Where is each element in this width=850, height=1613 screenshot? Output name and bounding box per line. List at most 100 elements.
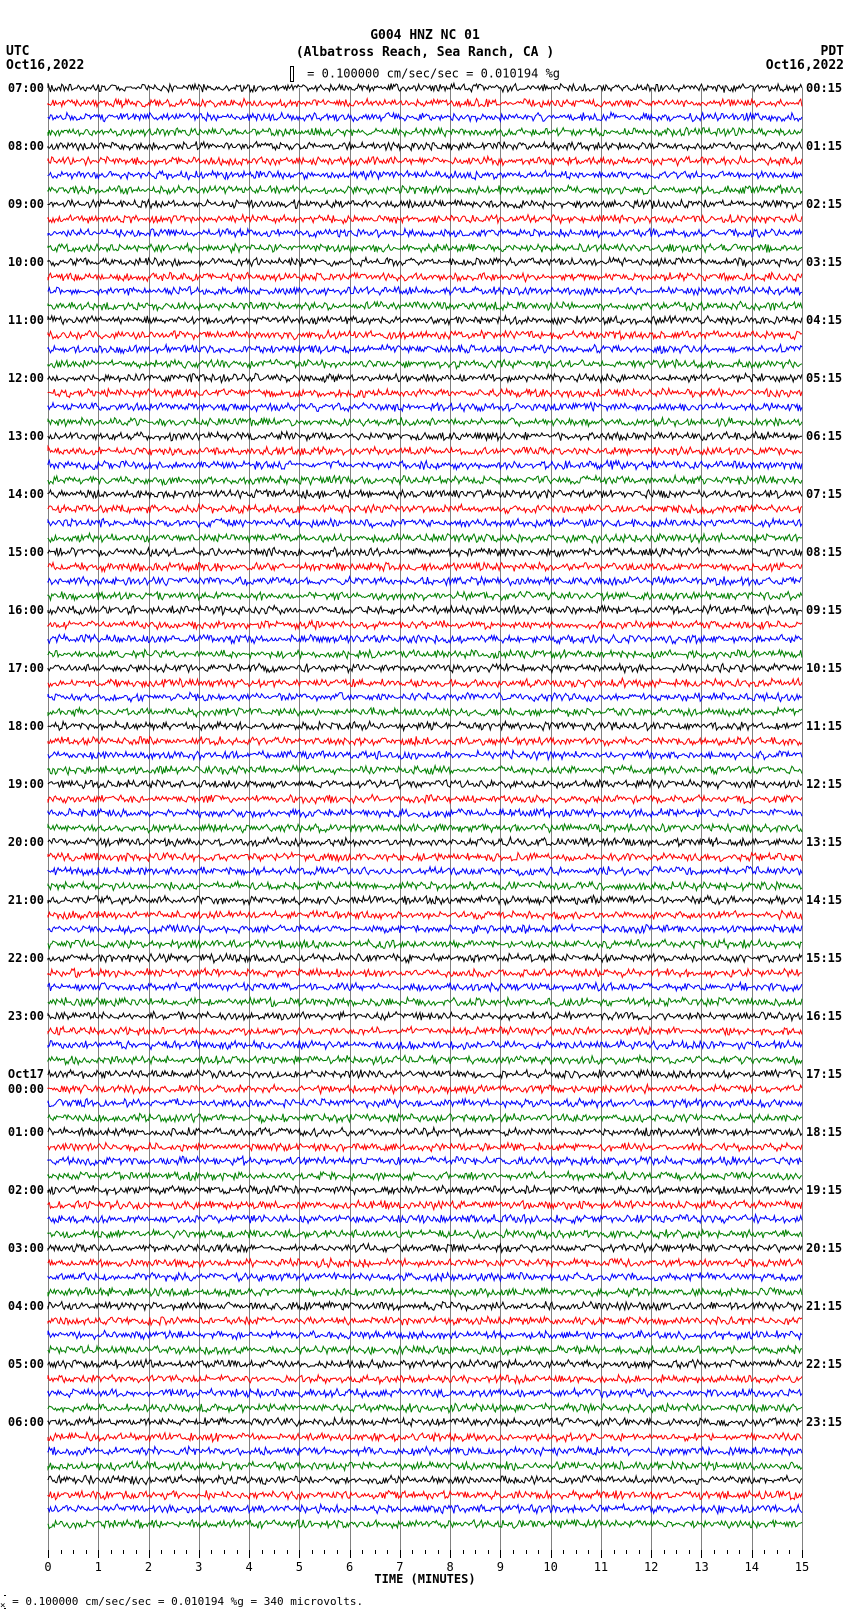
seismic-trace (48, 1067, 802, 1081)
seismic-trace (48, 255, 802, 269)
seismic-trace (48, 415, 802, 429)
seismic-trace (48, 893, 802, 907)
seismic-trace (48, 125, 802, 139)
seismic-trace (48, 1082, 802, 1096)
x-tick-label: 11 (594, 1560, 608, 1574)
date-right-label: Oct16,2022 (766, 58, 844, 73)
seismic-trace (48, 270, 802, 284)
seismic-trace (48, 168, 802, 182)
x-minor-tick (186, 1550, 187, 1554)
x-tick (249, 1550, 250, 1558)
seismic-trace (48, 792, 802, 806)
scale-bar-icon (4, 1595, 6, 1609)
x-tick (551, 1550, 552, 1558)
x-minor-tick (224, 1550, 225, 1554)
time-label-pdt: 20:15 (806, 1241, 846, 1255)
seismic-trace (48, 371, 802, 385)
x-minor-tick (626, 1550, 627, 1554)
seismic-trace (48, 1314, 802, 1328)
helicorder-plot: 07:0000:1508:0001:1509:0002:1510:0003:15… (48, 88, 802, 1550)
x-minor-tick (387, 1550, 388, 1554)
time-label-pdt: 17:15 (806, 1067, 846, 1081)
seismic-trace (48, 705, 802, 719)
x-minor-tick (425, 1550, 426, 1554)
x-minor-tick (123, 1550, 124, 1554)
time-label-pdt: 18:15 (806, 1125, 846, 1139)
seismic-trace (48, 1328, 802, 1342)
timezone-left-label: UTC (6, 44, 29, 59)
seismic-trace (48, 487, 802, 501)
time-label-pdt: 10:15 (806, 661, 846, 675)
seismic-trace (48, 1343, 802, 1357)
x-tick (199, 1550, 200, 1558)
x-minor-tick (412, 1550, 413, 1554)
x-minor-tick (739, 1550, 740, 1554)
x-axis: TIME (MINUTES) 0123456789101112131415 (48, 1550, 802, 1580)
time-label-utc: 19:00 (4, 777, 44, 791)
seismic-trace (48, 980, 802, 994)
x-minor-tick (576, 1550, 577, 1554)
time-label-utc: 13:00 (4, 429, 44, 443)
seismic-trace (48, 676, 802, 690)
seismic-trace (48, 734, 802, 748)
seismic-trace (48, 1125, 802, 1139)
time-label-utc: 08:00 (4, 139, 44, 153)
x-minor-tick (689, 1550, 690, 1554)
seismic-trace (48, 1009, 802, 1023)
seismic-trace (48, 719, 802, 733)
x-tick-label: 7 (396, 1560, 403, 1574)
seismic-trace (48, 386, 802, 400)
time-label-utc: 10:00 (4, 255, 44, 269)
time-label-pdt: 07:15 (806, 487, 846, 501)
x-tick-label: 6 (346, 1560, 353, 1574)
time-label-utc: 16:00 (4, 603, 44, 617)
seismic-trace (48, 502, 802, 516)
x-tick (98, 1550, 99, 1558)
x-tick (48, 1550, 49, 1558)
seismic-trace (48, 1502, 802, 1516)
x-tick-label: 12 (644, 1560, 658, 1574)
seismic-trace (48, 226, 802, 240)
seismic-trace (48, 951, 802, 965)
seismic-trace (48, 241, 802, 255)
seismic-trace (48, 1401, 802, 1415)
x-minor-tick (588, 1550, 589, 1554)
time-label-pdt: 08:15 (806, 545, 846, 559)
time-label-utc: 00:00 (4, 1082, 44, 1096)
time-label-utc: 21:00 (4, 893, 44, 907)
time-label-pdt: 13:15 (806, 835, 846, 849)
seismic-trace (48, 1270, 802, 1284)
x-minor-tick (676, 1550, 677, 1554)
x-minor-tick (211, 1550, 212, 1554)
x-minor-tick (777, 1550, 778, 1554)
x-tick-label: 3 (195, 1560, 202, 1574)
seismic-trace (48, 1154, 802, 1168)
seismic-trace (48, 1444, 802, 1458)
time-label-pdt: 12:15 (806, 777, 846, 791)
x-tick (350, 1550, 351, 1558)
time-label-utc: 06:00 (4, 1415, 44, 1429)
seismic-trace (48, 864, 802, 878)
seismic-trace (48, 400, 802, 414)
x-tick-label: 4 (245, 1560, 252, 1574)
x-minor-tick (538, 1550, 539, 1554)
seismic-trace (48, 574, 802, 588)
seismic-trace (48, 110, 802, 124)
time-label-pdt: 21:15 (806, 1299, 846, 1313)
seismic-trace (48, 908, 802, 922)
seismic-trace (48, 429, 802, 443)
scale-header: = 0.100000 cm/sec/sec = 0.010194 %g (0, 66, 850, 82)
seismic-trace (48, 560, 802, 574)
x-minor-tick (287, 1550, 288, 1554)
x-tick-label: 1 (95, 1560, 102, 1574)
seismic-trace (48, 603, 802, 617)
seismic-trace (48, 995, 802, 1009)
time-label-pdt: 01:15 (806, 139, 846, 153)
seismic-trace (48, 966, 802, 980)
seismic-trace (48, 777, 802, 791)
x-tick (149, 1550, 150, 1558)
footer-scale: × = 0.100000 cm/sec/sec = 0.010194 %g = … (0, 1595, 363, 1611)
seismic-trace (48, 473, 802, 487)
seismic-trace (48, 299, 802, 313)
seismic-trace (48, 1183, 802, 1197)
